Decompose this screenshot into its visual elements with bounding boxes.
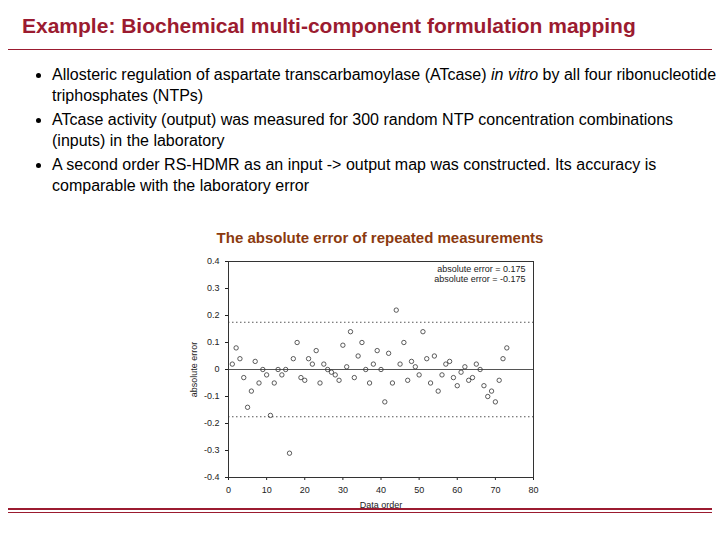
svg-text:absolute error = 0.175: absolute error = 0.175 — [437, 264, 525, 274]
svg-text:70: 70 — [490, 485, 500, 495]
svg-text:0.4: 0.4 — [207, 256, 220, 266]
svg-text:absolute error: absolute error — [189, 342, 199, 398]
svg-text:-0.1: -0.1 — [204, 391, 220, 401]
html-text:Allosteric regulation of aspar: Allosteric regulation of aspartate trans… — [52, 66, 716, 104]
svg-text:10: 10 — [262, 485, 272, 495]
svg-text:-0.2: -0.2 — [204, 418, 220, 428]
svg-text:60: 60 — [452, 485, 462, 495]
svg-text:0: 0 — [226, 485, 231, 495]
svg-text:0.2: 0.2 — [207, 310, 220, 320]
svg-text:0: 0 — [214, 364, 219, 374]
svg-text:50: 50 — [414, 485, 424, 495]
html-text:ATcase activity (output) was m: ATcase activity (output) was measured fo… — [52, 111, 673, 149]
html-text:Example: Biochemical multi-com: Example: Biochemical multi-component for… — [22, 14, 636, 37]
svg-text:Data order: Data order — [359, 499, 403, 510]
svg-text:40: 40 — [376, 485, 386, 495]
svg-text:absolute error = -0.175: absolute error = -0.175 — [434, 274, 525, 284]
svg-text:0.3: 0.3 — [207, 283, 220, 293]
svg-text:30: 30 — [338, 485, 348, 495]
svg-text:-0.4: -0.4 — [204, 472, 220, 482]
html-text:A second order RS-HDMR as an i: A second order RS-HDMR as an input -> ou… — [52, 156, 657, 194]
html-text:The absolute error of repeated: The absolute error of repeated measureme… — [216, 229, 544, 246]
svg-text:20: 20 — [300, 485, 310, 495]
svg-text:-0.3: -0.3 — [204, 445, 220, 455]
svg-text:80: 80 — [528, 485, 538, 495]
svg-text:0.1: 0.1 — [207, 337, 220, 347]
